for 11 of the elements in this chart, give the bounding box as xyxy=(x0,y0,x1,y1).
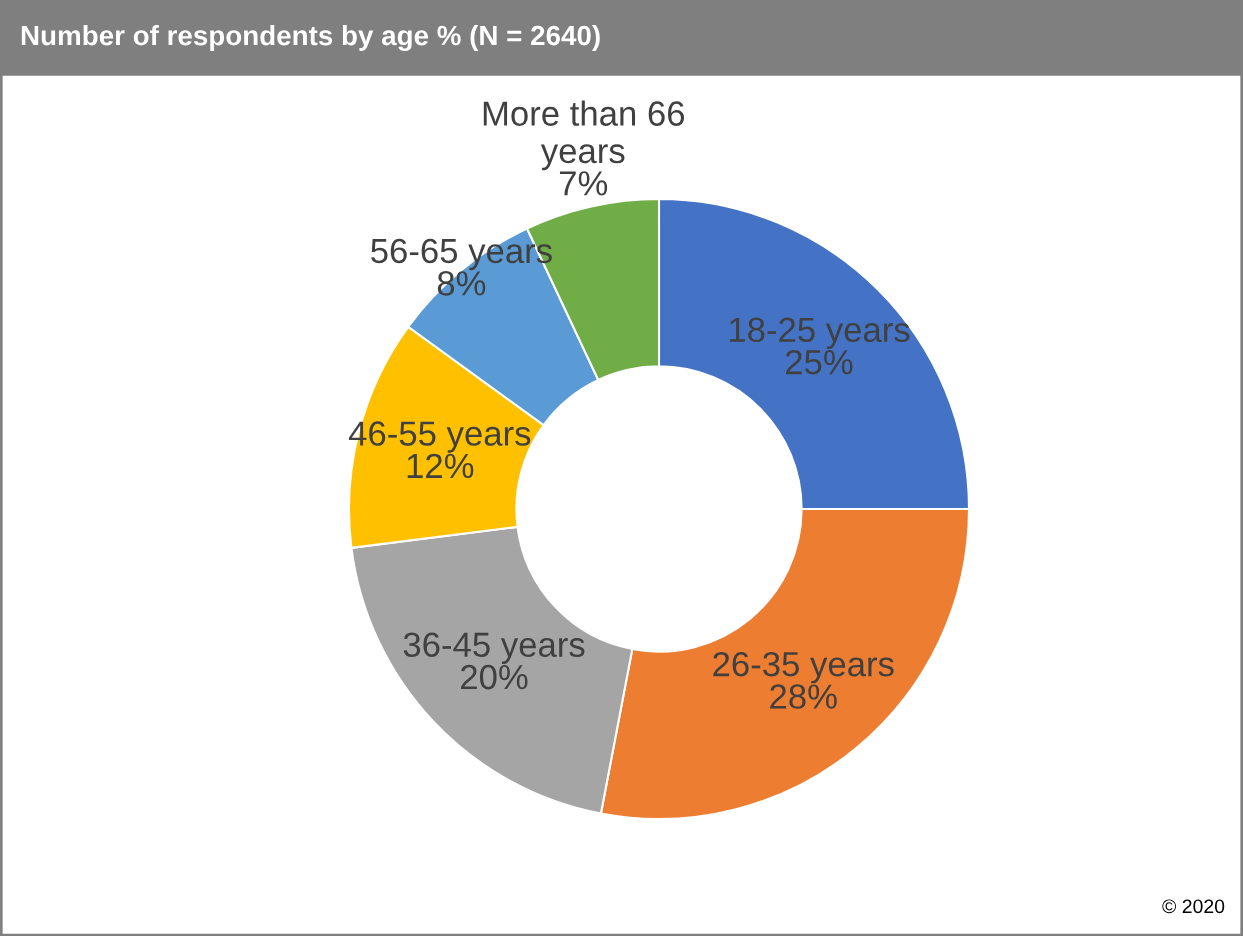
data-label: 7% xyxy=(559,171,608,196)
slice-label: 36-45 years xyxy=(403,632,585,664)
data-label: 28% xyxy=(770,684,837,709)
chart-title: Number of respondents by age % (N = 2640) xyxy=(21,24,600,52)
slice-label: More than 66 years xyxy=(483,100,685,171)
slice-label: 18-25 years xyxy=(729,317,910,349)
data-label: 20% xyxy=(461,664,528,690)
data-label: 25% xyxy=(786,349,853,375)
text: © 2020 xyxy=(1162,899,1225,914)
data-label: 12% xyxy=(407,453,474,479)
slice-label: 26-35 years xyxy=(713,651,894,684)
